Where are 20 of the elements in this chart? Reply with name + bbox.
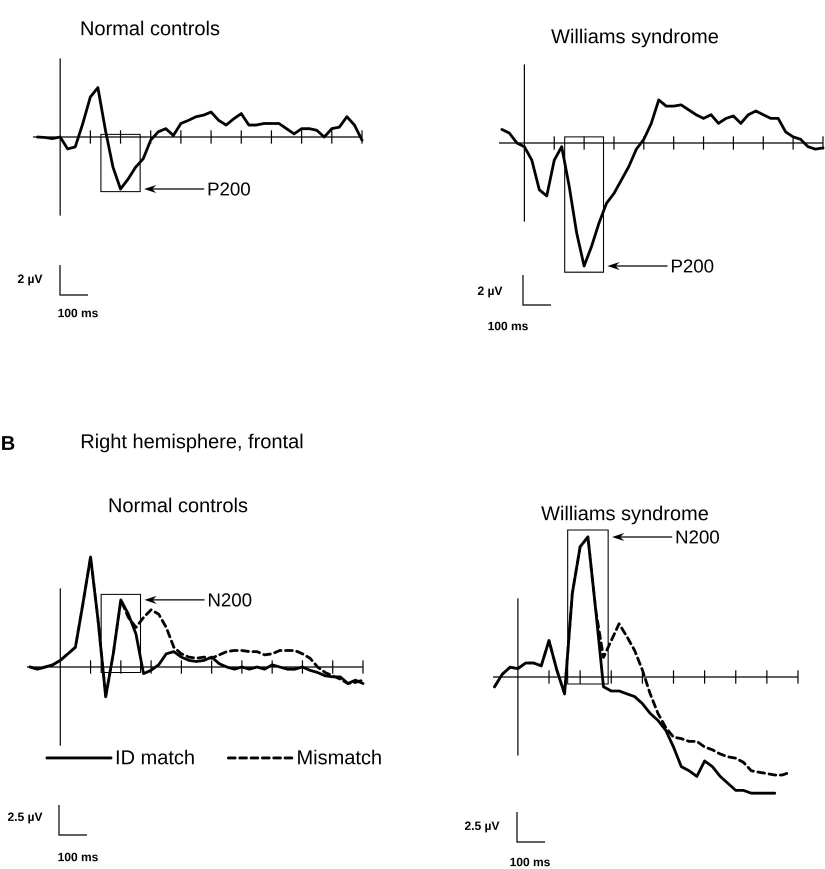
text: 2 µV (478, 286, 502, 298)
annotation: N200 (208, 593, 252, 607)
chart-title: Normal controls (82, 20, 220, 36)
legend-label: Mismatch (298, 750, 381, 764)
text: 2.5 µV (464, 822, 500, 832)
annotation: N200 (676, 530, 719, 544)
text: B (2, 436, 14, 450)
text: 2.5 µV (8, 812, 42, 824)
text: 100 ms (510, 858, 550, 866)
text: 2 µV (18, 274, 42, 286)
legend-label: ID match (116, 750, 194, 764)
chart-subtitle: Right hemisphere, frontal (82, 434, 302, 452)
chart-title: Williams syndrome (541, 506, 708, 524)
text: 100 ms (488, 322, 528, 330)
chart-title: Normal controls (110, 498, 248, 512)
annotation: P200 (672, 259, 714, 273)
annotation: P200 (208, 182, 250, 196)
text: 100 ms (58, 852, 98, 862)
chart-title: Williams syndrome (551, 28, 718, 48)
text: 100 ms (58, 308, 98, 318)
